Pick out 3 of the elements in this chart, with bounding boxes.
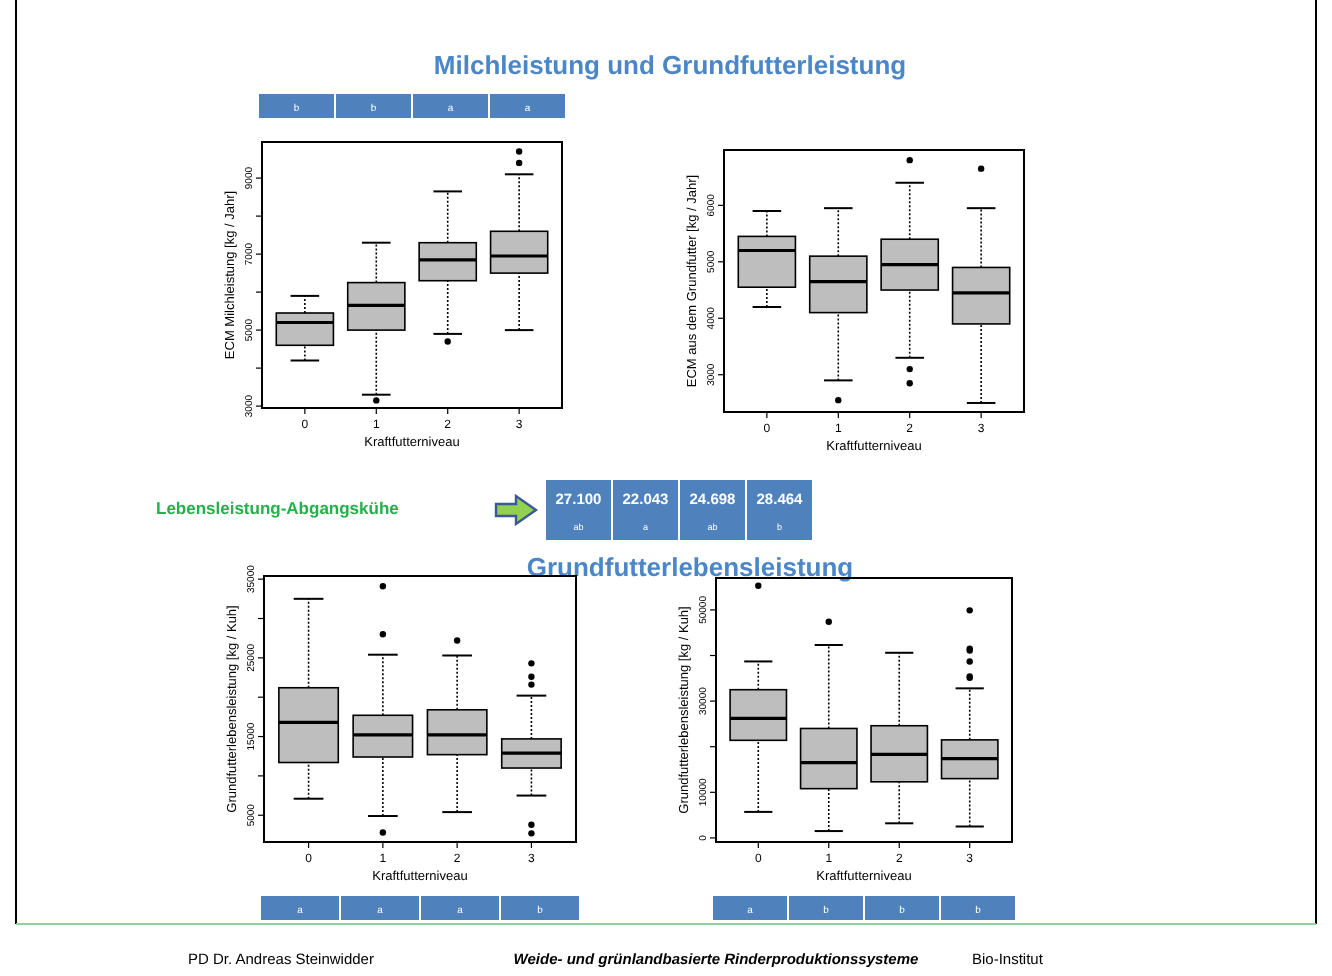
- text: Grundfutterlebensleistung: [526, 552, 854, 582]
- text: Lebensleistung-Abgangskühe: [156, 498, 400, 518]
- text: Milchleistung und Grundfutterleistung: [433, 50, 907, 80]
